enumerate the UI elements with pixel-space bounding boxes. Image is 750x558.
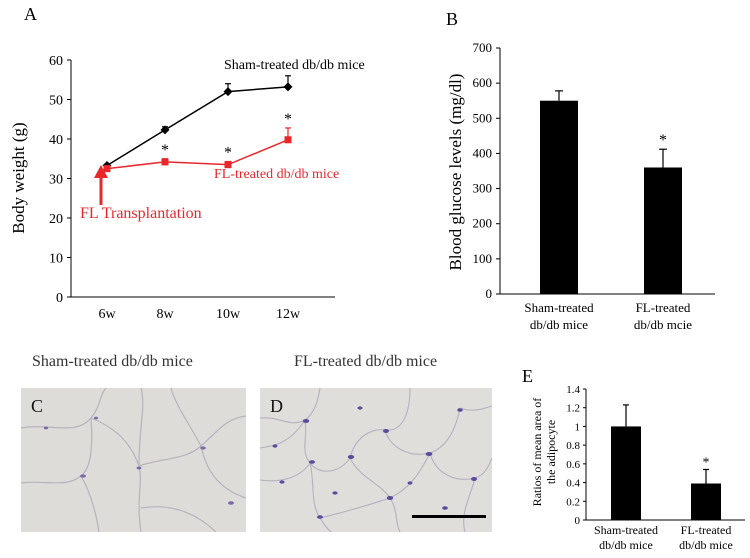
panel-b-xtick-label: db/db mcie	[634, 317, 692, 332]
micrograph-sham: C	[21, 388, 246, 532]
panel-e-ytick-label: 1	[575, 421, 581, 433]
panel-letter-e: E	[522, 366, 533, 386]
panel-letter-d: D	[270, 396, 283, 416]
panel-b-bar	[644, 167, 682, 294]
panel-a-ytick-label: 10	[49, 252, 63, 267]
panel-a-ytick-label: 40	[49, 133, 63, 148]
panel-a-ytick-label: 30	[49, 173, 63, 188]
caption-sham-micrograph: Sham-treated db/db mice	[32, 353, 193, 370]
panel-a-point-sham	[283, 82, 293, 92]
panel-b-ytick-label: 0	[486, 286, 493, 301]
panel-b-significance-star: *	[659, 132, 667, 149]
panel-a-ytick-label: 50	[49, 94, 63, 109]
panel-b-xtick-label: Sham-treated	[524, 300, 594, 315]
panel-e-xtick-label: db/db mice	[679, 538, 733, 552]
panel-b-ytick-label: 500	[473, 110, 493, 125]
panel-b-ylabel: Blood glucose levels (mg/dl)	[446, 74, 465, 271]
sham-tissue-drawing	[21, 388, 246, 532]
panel-e-ytick-label: 0.2	[566, 496, 580, 508]
panel-a-xtick-label: 6w	[98, 307, 116, 322]
caption-fl-micrograph: FL-treated db/db mice	[294, 353, 438, 370]
panel-e-ytick-label: 1.2	[566, 403, 580, 415]
panel-b-ytick-label: 700	[473, 40, 493, 55]
panel-a-point-fl	[224, 161, 232, 169]
panel-a-series-line-0	[106, 86, 289, 167]
panel-a-point-sham	[160, 125, 170, 135]
panel-e-bar	[691, 483, 721, 520]
fl-arrow-head	[94, 165, 108, 178]
panel-e-ytick-label: 0.4	[566, 478, 580, 490]
panel-e-xtick-label: db/db mice	[599, 538, 653, 552]
panel-a-xtick-label: 8w	[156, 307, 174, 322]
panel-a-series-line-1	[106, 139, 289, 170]
panel-e-ytick-label: 0	[575, 515, 581, 527]
panel-b-xtick-label: FL-treated	[636, 300, 691, 315]
panel-a-xtick-label: 10w	[216, 307, 241, 322]
panel-a-point-sham	[223, 87, 233, 97]
panel-a-point-fl	[284, 136, 292, 144]
panel-b-ytick-label: 100	[473, 251, 493, 266]
panel-b-bar	[540, 100, 578, 294]
panel-a-xtick-label: 12w	[276, 307, 301, 322]
panel-a-significance-star: *	[284, 111, 292, 128]
panel-a-significance-star: *	[224, 145, 232, 162]
panel-e-xtick-label: FL-treated	[681, 523, 732, 537]
micrograph-fl: D	[260, 388, 492, 532]
panel-a-point-fl	[161, 158, 169, 166]
panel-a-ytick-label: 60	[49, 54, 63, 69]
panel-a-ytick-label: 0	[56, 291, 63, 306]
panel-e-ytick-label: 0.8	[566, 440, 580, 452]
panel-e-ylabel: Ratios of mean area of	[530, 398, 544, 507]
panel-e-significance-star: *	[703, 455, 710, 470]
panel-a-point-fl	[103, 165, 111, 173]
panel-letter-b: B	[446, 9, 458, 29]
panel-letter-c: C	[31, 396, 44, 416]
panel-a-legend-fl: FL-treated db/db mice	[214, 167, 339, 182]
panel-b-ytick-label: 300	[473, 181, 493, 196]
panel-b-ytick-label: 400	[473, 145, 493, 160]
panel-a-ytick-label: 20	[49, 212, 63, 227]
panel-e-xtick-label: Sham-treated	[594, 523, 658, 537]
panel-letter-a: A	[24, 4, 37, 24]
panel-b-xtick-label: db/db mice	[530, 317, 588, 332]
fl-tissue-drawing	[260, 388, 492, 532]
panel-e-bar	[611, 426, 641, 520]
panel-a-legend-sham: Sham-treated db/db mice	[224, 58, 365, 73]
panel-e-ytick-label: 0.6	[566, 459, 580, 471]
panel-a-ylabel: Body weight (g)	[9, 122, 28, 233]
fl-transplantation-label: FL Transplantation	[80, 205, 202, 222]
panel-a-significance-star: *	[161, 142, 169, 159]
panel-b-ytick-label: 600	[473, 75, 493, 90]
scale-bar	[412, 515, 486, 518]
panel-e-ytick-label: 1.4	[566, 384, 580, 396]
panel-b-ytick-label: 200	[473, 216, 493, 231]
panel-e-ylabel: the adipocyte	[544, 420, 558, 484]
